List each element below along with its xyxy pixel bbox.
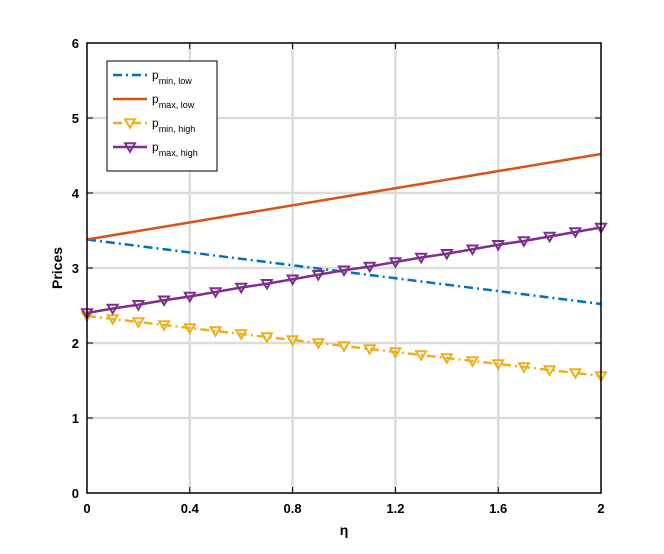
legend-label-main: p bbox=[152, 68, 159, 82]
data-point bbox=[440, 249, 454, 261]
x-tick-label: 1.2 bbox=[386, 501, 404, 516]
legend-label: pmax, high bbox=[152, 140, 198, 158]
y-tick-label: 1 bbox=[72, 411, 79, 426]
series-line bbox=[86, 226, 602, 315]
y-tick-label: 2 bbox=[72, 336, 79, 351]
data-point bbox=[440, 353, 454, 365]
legend-marker bbox=[123, 142, 137, 154]
x-tick-label: 0.4 bbox=[181, 501, 200, 516]
legend-label-main: p bbox=[152, 116, 159, 130]
legend-label: pmin, high bbox=[152, 116, 195, 134]
legend-marker bbox=[123, 118, 137, 130]
data-point bbox=[388, 347, 403, 359]
data-point bbox=[542, 365, 557, 377]
data-point bbox=[465, 244, 480, 256]
data-point bbox=[157, 320, 171, 332]
data-point bbox=[362, 261, 377, 274]
data-point bbox=[311, 338, 326, 350]
legend-label-subscript: max, low bbox=[159, 100, 195, 110]
y-tick-label: 6 bbox=[72, 36, 79, 51]
data-point bbox=[465, 356, 480, 368]
y-tick-label: 0 bbox=[72, 486, 79, 501]
data-point bbox=[260, 332, 274, 344]
data-point bbox=[414, 252, 428, 265]
x-tick-label: 0.8 bbox=[284, 501, 302, 516]
legend-label-subscript: min, high bbox=[159, 124, 196, 134]
x-axis-label: η bbox=[340, 522, 349, 538]
data-point bbox=[208, 326, 223, 338]
y-tick-label: 4 bbox=[72, 186, 80, 201]
series-1 bbox=[86, 152, 602, 241]
series-line bbox=[86, 152, 602, 241]
data-point bbox=[285, 274, 300, 286]
legend-box bbox=[106, 60, 218, 172]
data-point bbox=[517, 236, 531, 248]
data-point bbox=[260, 279, 274, 291]
legend-label-subscript: max, high bbox=[159, 148, 198, 158]
legend-label-subscript: min, low bbox=[159, 76, 193, 86]
series-0 bbox=[86, 238, 602, 306]
legend-label: pmin, low bbox=[152, 68, 192, 86]
legend-label-main: p bbox=[152, 140, 159, 154]
x-tick-label: 2 bbox=[597, 501, 604, 516]
x-tick-label: 0 bbox=[83, 501, 90, 516]
data-point bbox=[491, 240, 505, 252]
legend-label: pmax, low bbox=[152, 92, 195, 110]
data-point bbox=[362, 344, 377, 356]
data-point bbox=[542, 231, 557, 244]
data-point bbox=[568, 227, 583, 239]
data-point bbox=[234, 329, 248, 341]
data-point bbox=[414, 350, 428, 362]
data-point bbox=[208, 287, 223, 299]
data-point bbox=[337, 265, 351, 277]
data-point bbox=[183, 323, 197, 335]
data-point bbox=[311, 270, 326, 282]
data-point bbox=[105, 303, 120, 316]
data-point bbox=[105, 314, 120, 326]
series-2 bbox=[80, 311, 608, 383]
data-point bbox=[285, 335, 300, 347]
data-point bbox=[491, 359, 505, 371]
data-point bbox=[388, 257, 403, 269]
data-point bbox=[131, 300, 146, 312]
series-line bbox=[86, 314, 602, 378]
ticks: 0 0.4 0.8 1.2 1.6 2 0 1 2 3 4 5 6 bbox=[72, 36, 605, 516]
data-point bbox=[517, 362, 531, 374]
data-point bbox=[183, 291, 197, 304]
y-tick-label: 5 bbox=[72, 111, 79, 126]
y-axis-label: Prices bbox=[49, 247, 65, 289]
series-group bbox=[80, 152, 608, 383]
y-tick-label: 3 bbox=[72, 261, 79, 276]
data-point bbox=[157, 295, 171, 307]
data-point bbox=[131, 317, 146, 329]
series-3 bbox=[80, 222, 608, 320]
data-point bbox=[234, 282, 248, 295]
legend-label-main: p bbox=[152, 92, 159, 106]
series-line bbox=[86, 238, 602, 306]
data-point bbox=[337, 341, 351, 353]
data-point bbox=[568, 368, 583, 380]
x-tick-label: 1.6 bbox=[489, 501, 507, 516]
